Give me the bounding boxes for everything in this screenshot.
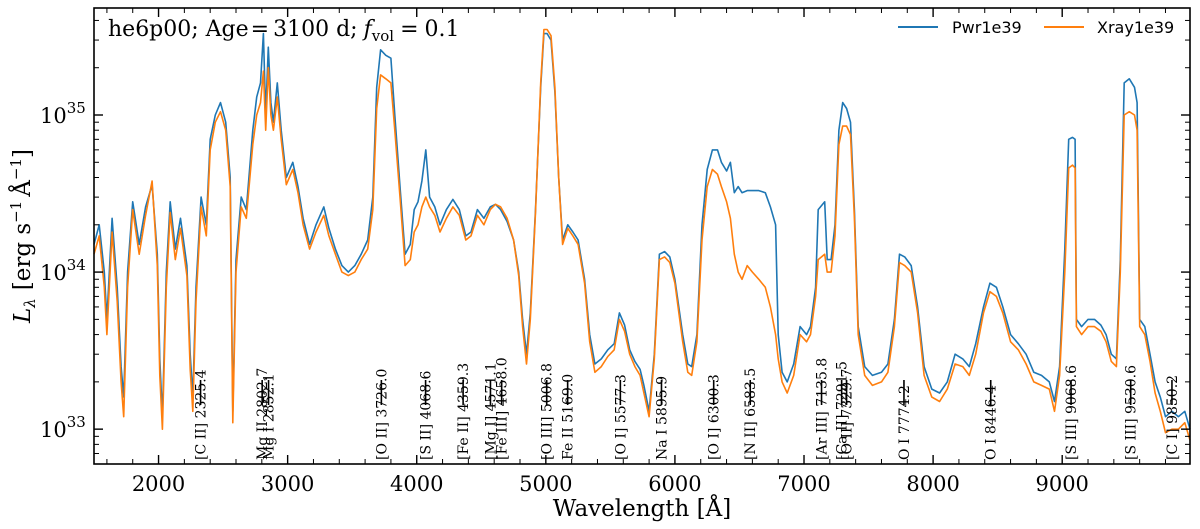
line-marker-label: Na I 5895.9 bbox=[655, 376, 671, 460]
y-tick-label: 1033 bbox=[40, 413, 86, 442]
x-tick-label: 5000 bbox=[519, 472, 572, 496]
legend-label-pwr1e39: Pwr1e39 bbox=[952, 18, 1022, 37]
series-line-pwr1e39 bbox=[93, 32, 1191, 430]
plot-frame bbox=[93, 7, 1191, 465]
line-marker-label: [Ar III] 7135.8 bbox=[815, 358, 831, 460]
series-layer bbox=[93, 28, 1191, 441]
x-tick-label: 4000 bbox=[390, 472, 443, 496]
y-tick-label: 1035 bbox=[40, 99, 86, 128]
line-marker-label: O I 7774.2 bbox=[897, 385, 913, 460]
x-tick-label: 9000 bbox=[1035, 472, 1088, 496]
line-marker-label: O I 8446.4 bbox=[984, 385, 1000, 460]
legend-label-xray1e39: Xray1e39 bbox=[1097, 18, 1174, 37]
line-marker-label: [O III] 5006.8 bbox=[540, 363, 556, 460]
line-marker-label: [O I] 6300.3 bbox=[707, 374, 723, 460]
x-tick-label: 7000 bbox=[777, 472, 830, 496]
line-marker-label: Mg II 2802.7 bbox=[255, 368, 271, 460]
line-marker-label: [S II] 4068.6 bbox=[419, 370, 435, 460]
line-marker-label: [O I] 5577.3 bbox=[613, 374, 629, 460]
line-marker-label: [O II] 7329.7 bbox=[840, 369, 856, 460]
chart-title: he6p00; Age= 3100 d; fvol = 0.1 bbox=[108, 17, 460, 45]
line-marker-label: [Fe II] 4359.3 bbox=[456, 363, 472, 460]
series-line-xray1e39 bbox=[93, 28, 1191, 441]
line-marker-label: Mg I 2852.1 bbox=[262, 373, 278, 460]
line-markers-layer: [C II] 2325.4 Mg II 2802.7Mg I 2852.1 [O I… bbox=[194, 357, 1181, 460]
x-tick-label: 2000 bbox=[132, 472, 185, 496]
line-marker-label: [Mg I] 4571.1 bbox=[484, 362, 500, 460]
axes-layer: 2000 3000 4000 5000 6000 7000 8000 9000 1033 1034… bbox=[40, 8, 1190, 496]
x-axis-label: Wavelength [Å] bbox=[553, 494, 731, 522]
svg-text:Lλ[erg s−1Å−1]: Lλ[erg s−1Å−1] bbox=[7, 149, 39, 324]
line-marker-label: [O II] 3726.0 bbox=[374, 369, 390, 460]
line-marker-label: [S III] 9530.6 bbox=[1124, 365, 1140, 460]
line-marker-label: [Fe III] 4658.0 bbox=[495, 357, 511, 460]
y-tick-label: 1034 bbox=[40, 256, 86, 285]
x-tick-label: 3000 bbox=[261, 472, 314, 496]
line-marker-label: [C I] 9850.2 bbox=[1165, 375, 1181, 460]
line-marker-label: [S III] 9068.6 bbox=[1064, 365, 1080, 460]
legend: Pwr1e39 Xray1e39 bbox=[898, 18, 1174, 37]
line-marker-label: [C II] 2325.4 bbox=[194, 369, 210, 460]
line-marker-label: [N II] 6583.5 bbox=[743, 368, 759, 460]
line-marker-label: Fe II 5169.0 bbox=[561, 374, 577, 460]
x-tick-label: 8000 bbox=[906, 472, 959, 496]
x-tick-label: 6000 bbox=[648, 472, 701, 496]
y-axis-label: Lλ[erg s−1Å−1] bbox=[7, 149, 39, 324]
